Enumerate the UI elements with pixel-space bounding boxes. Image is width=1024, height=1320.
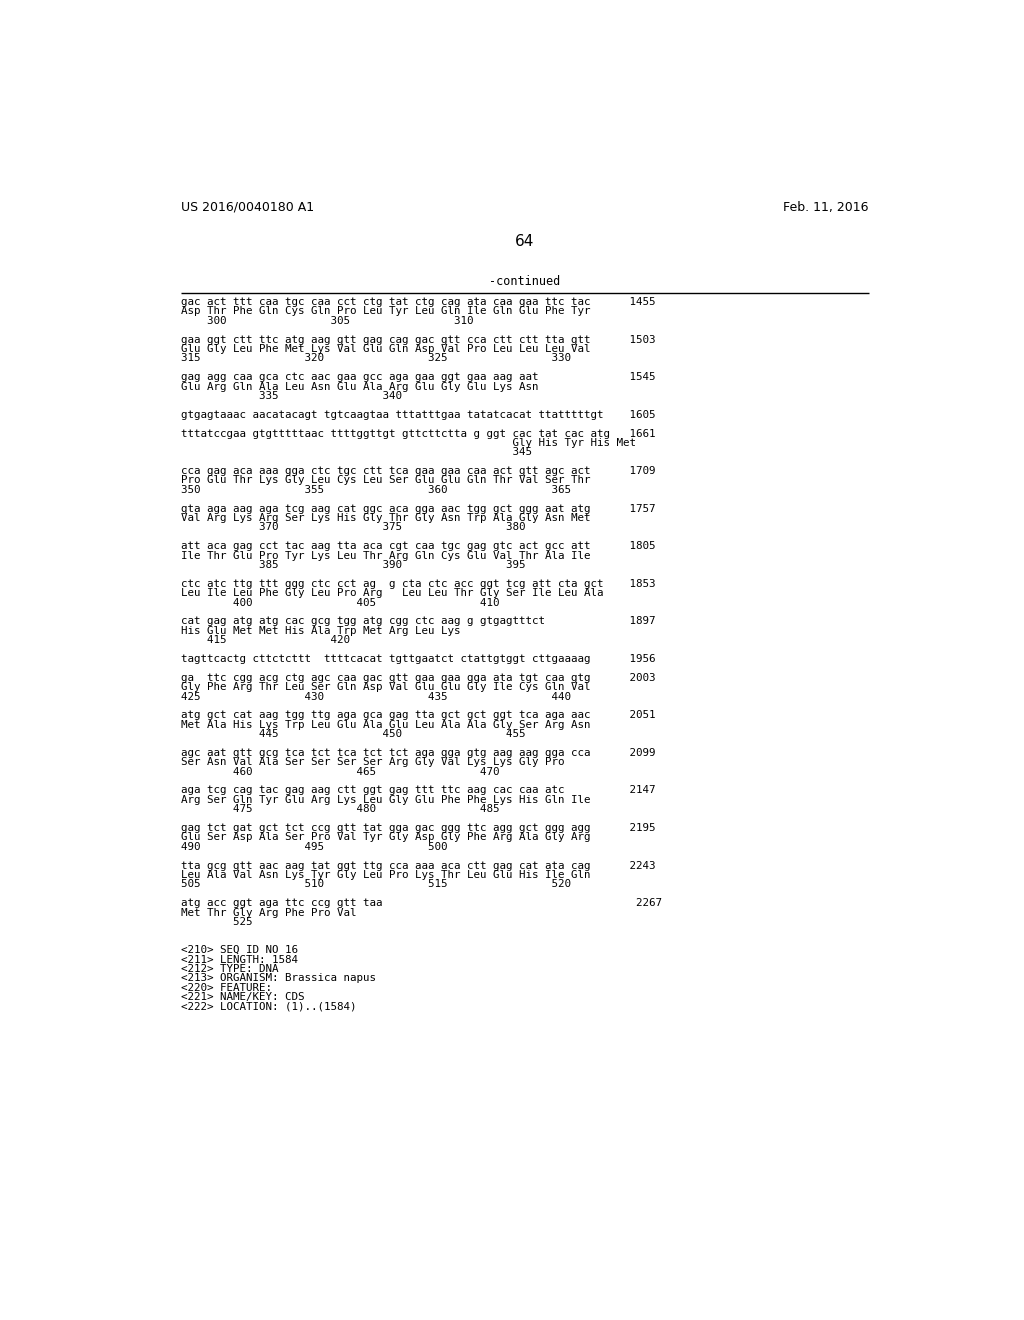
Text: <212> TYPE: DNA: <212> TYPE: DNA xyxy=(180,964,279,974)
Text: <222> LOCATION: (1)..(1584): <222> LOCATION: (1)..(1584) xyxy=(180,1002,356,1011)
Text: ga  ttc cgg acg ctg agc caa gac gtt gaa gaa gga ata tgt caa gtg      2003: ga ttc cgg acg ctg agc caa gac gtt gaa g… xyxy=(180,673,655,682)
Text: Glu Gly Leu Phe Met Lys Val Glu Gln Asp Val Pro Leu Leu Leu Val: Glu Gly Leu Phe Met Lys Val Glu Gln Asp … xyxy=(180,345,590,354)
Text: gtgagtaaac aacatacagt tgtcaagtaa tttatttgaa tatatcacat ttatttttgt    1605: gtgagtaaac aacatacagt tgtcaagtaa tttattt… xyxy=(180,409,655,420)
Text: aga tcg cag tac gag aag ctt ggt gag ttt ttc aag cac caa atc          2147: aga tcg cag tac gag aag ctt ggt gag ttt … xyxy=(180,785,655,796)
Text: gag agg caa gca ctc aac gaa gcc aga gaa ggt gaa aag aat              1545: gag agg caa gca ctc aac gaa gcc aga gaa … xyxy=(180,372,655,383)
Text: <220> FEATURE:: <220> FEATURE: xyxy=(180,983,271,993)
Text: agc aat gtt gcg tca tct tca tct tct aga gga gtg aag aag gga cca      2099: agc aat gtt gcg tca tct tca tct tct aga … xyxy=(180,748,655,758)
Text: 415                420: 415 420 xyxy=(180,635,350,645)
Text: Arg Ser Gln Tyr Glu Arg Lys Leu Gly Glu Phe Phe Lys His Gln Ile: Arg Ser Gln Tyr Glu Arg Lys Leu Gly Glu … xyxy=(180,795,590,805)
Text: cca gag aca aaa gga ctc tgc ctt tca gaa gaa caa act gtt agc act      1709: cca gag aca aaa gga ctc tgc ctt tca gaa … xyxy=(180,466,655,477)
Text: Gly His Tyr His Met: Gly His Tyr His Met xyxy=(180,438,636,447)
Text: Met Ala His Lys Trp Leu Glu Ala Glu Leu Ala Ala Gly Ser Arg Asn: Met Ala His Lys Trp Leu Glu Ala Glu Leu … xyxy=(180,719,590,730)
Text: 370                375                380: 370 375 380 xyxy=(180,523,525,532)
Text: tttatccgaa gtgtttttaac ttttggttgt gttcttctta g ggt cac tat cac atg   1661: tttatccgaa gtgtttttaac ttttggttgt gttctt… xyxy=(180,429,655,438)
Text: att aca gag cct tac aag tta aca cgt caa tgc gag gtc act gcc att      1805: att aca gag cct tac aag tta aca cgt caa … xyxy=(180,541,655,552)
Text: <211> LENGTH: 1584: <211> LENGTH: 1584 xyxy=(180,954,298,965)
Text: 64: 64 xyxy=(515,234,535,249)
Text: 385                390                395: 385 390 395 xyxy=(180,560,525,570)
Text: 475                480                485: 475 480 485 xyxy=(180,804,500,814)
Text: 400                405                410: 400 405 410 xyxy=(180,598,500,607)
Text: 445                450                455: 445 450 455 xyxy=(180,729,525,739)
Text: 505                510                515                520: 505 510 515 520 xyxy=(180,879,570,890)
Text: Pro Glu Thr Lys Gly Leu Cys Leu Ser Glu Glu Gln Thr Val Ser Thr: Pro Glu Thr Lys Gly Leu Cys Leu Ser Glu … xyxy=(180,475,590,486)
Text: <213> ORGANISM: Brassica napus: <213> ORGANISM: Brassica napus xyxy=(180,973,376,983)
Text: 300                305                310: 300 305 310 xyxy=(180,315,473,326)
Text: Leu Ile Leu Phe Gly Leu Pro Arg   Leu Leu Thr Gly Ser Ile Leu Ala: Leu Ile Leu Phe Gly Leu Pro Arg Leu Leu … xyxy=(180,589,603,598)
Text: Asp Thr Phe Gln Cys Gln Pro Leu Tyr Leu Gln Ile Gln Glu Phe Tyr: Asp Thr Phe Gln Cys Gln Pro Leu Tyr Leu … xyxy=(180,306,590,317)
Text: <221> NAME/KEY: CDS: <221> NAME/KEY: CDS xyxy=(180,993,304,1002)
Text: 335                340: 335 340 xyxy=(180,391,401,401)
Text: tagttcactg cttctcttt  ttttcacat tgttgaatct ctattgtggt cttgaaaag      1956: tagttcactg cttctcttt ttttcacat tgttgaatc… xyxy=(180,653,655,664)
Text: ctc atc ttg ttt ggg ctc cct ag  g cta ctc acc ggt tcg att cta gct    1853: ctc atc ttg ttt ggg ctc cct ag g cta ctc… xyxy=(180,578,655,589)
Text: Gly Phe Arg Thr Leu Ser Gln Asp Val Glu Glu Gly Ile Cys Gln Val: Gly Phe Arg Thr Leu Ser Gln Asp Val Glu … xyxy=(180,682,590,692)
Text: gag tct gat gct tct ccg gtt tat gga gac ggg ttc agg gct ggg agg      2195: gag tct gat gct tct ccg gtt tat gga gac … xyxy=(180,824,655,833)
Text: Ser Asn Val Ala Ser Ser Ser Ser Arg Gly Val Lys Lys Gly Pro: Ser Asn Val Ala Ser Ser Ser Ser Arg Gly … xyxy=(180,758,564,767)
Text: tta gcg gtt aac aag tat ggt ttg cca aaa aca ctt gag cat ata cag      2243: tta gcg gtt aac aag tat ggt ttg cca aaa … xyxy=(180,861,655,871)
Text: gac act ttt caa tgc caa cct ctg tat ctg cag ata caa gaa ttc tac      1455: gac act ttt caa tgc caa cct ctg tat ctg … xyxy=(180,297,655,308)
Text: atg acc ggt aga ttc ccg gtt taa                                       2267: atg acc ggt aga ttc ccg gtt taa 2267 xyxy=(180,898,662,908)
Text: 525: 525 xyxy=(180,917,252,927)
Text: <210> SEQ ID NO 16: <210> SEQ ID NO 16 xyxy=(180,945,298,956)
Text: 350                355                360                365: 350 355 360 365 xyxy=(180,484,570,495)
Text: Leu Ala Val Asn Lys Tyr Gly Leu Pro Lys Thr Leu Glu His Ile Gln: Leu Ala Val Asn Lys Tyr Gly Leu Pro Lys … xyxy=(180,870,590,880)
Text: Glu Arg Gln Ala Leu Asn Glu Ala Arg Glu Gly Glu Lys Asn: Glu Arg Gln Ala Leu Asn Glu Ala Arg Glu … xyxy=(180,381,539,392)
Text: Ile Thr Glu Pro Tyr Lys Leu Thr Arg Gln Cys Glu Val Thr Ala Ile: Ile Thr Glu Pro Tyr Lys Leu Thr Arg Gln … xyxy=(180,550,590,561)
Text: His Glu Met Met His Ala Trp Met Arg Leu Lys: His Glu Met Met His Ala Trp Met Arg Leu … xyxy=(180,626,460,636)
Text: 345: 345 xyxy=(180,447,531,457)
Text: -continued: -continued xyxy=(489,276,560,289)
Text: gta aga aag aga tcg aag cat ggc aca gga aac tgg gct ggg aat atg      1757: gta aga aag aga tcg aag cat ggc aca gga … xyxy=(180,504,655,513)
Text: Val Arg Lys Arg Ser Lys His Gly Thr Gly Asn Trp Ala Gly Asn Met: Val Arg Lys Arg Ser Lys His Gly Thr Gly … xyxy=(180,513,590,523)
Text: 315                320                325                330: 315 320 325 330 xyxy=(180,354,570,363)
Text: gaa ggt ctt ttc atg aag gtt gag cag gac gtt cca ctt ctt tta gtt      1503: gaa ggt ctt ttc atg aag gtt gag cag gac … xyxy=(180,334,655,345)
Text: atg gct cat aag tgg ttg aga gca gag tta gct gct ggt tca aga aac      2051: atg gct cat aag tgg ttg aga gca gag tta … xyxy=(180,710,655,721)
Text: 490                495                500: 490 495 500 xyxy=(180,842,447,851)
Text: cat gag atg atg cac gcg tgg atg cgg ctc aag g gtgagtttct             1897: cat gag atg atg cac gcg tgg atg cgg ctc … xyxy=(180,616,655,627)
Text: 460                465                470: 460 465 470 xyxy=(180,767,500,776)
Text: Feb. 11, 2016: Feb. 11, 2016 xyxy=(783,201,869,214)
Text: 425                430                435                440: 425 430 435 440 xyxy=(180,692,570,701)
Text: US 2016/0040180 A1: US 2016/0040180 A1 xyxy=(180,201,313,214)
Text: Met Thr Gly Arg Phe Pro Val: Met Thr Gly Arg Phe Pro Val xyxy=(180,908,356,917)
Text: Glu Ser Asp Ala Ser Pro Val Tyr Gly Asp Gly Phe Arg Ala Gly Arg: Glu Ser Asp Ala Ser Pro Val Tyr Gly Asp … xyxy=(180,833,590,842)
